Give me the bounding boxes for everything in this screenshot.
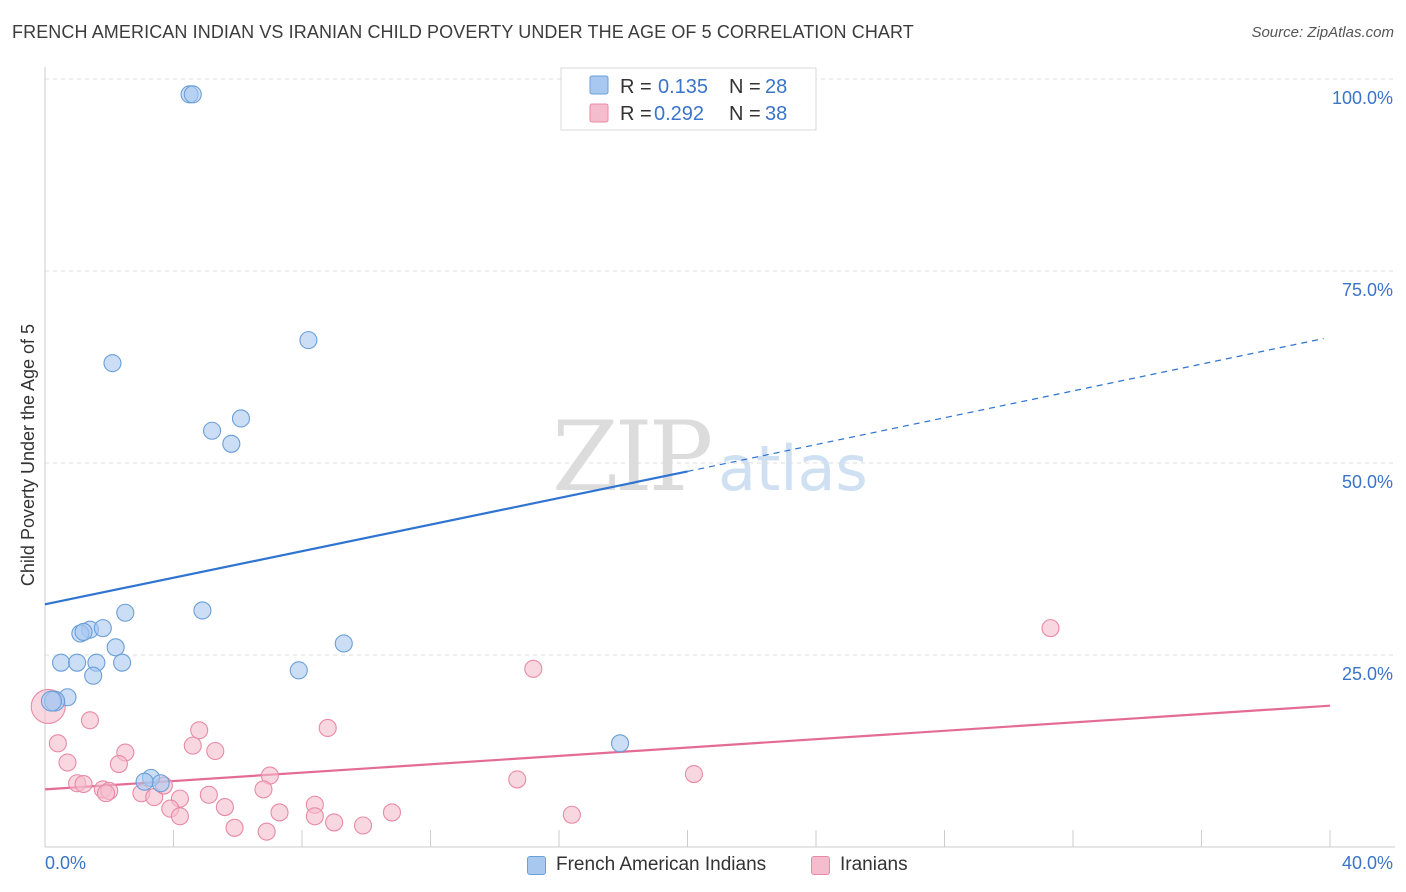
point-iranians — [562, 805, 581, 824]
bottom-legend-item-iranians: Iranians — [811, 852, 908, 878]
point-iranians — [206, 741, 225, 761]
trend-line-french-american-indians — [44, 470, 688, 606]
legend-n-value-blue: 28 — [765, 76, 787, 98]
point-iranians — [270, 803, 289, 822]
point-french-american-indians — [106, 638, 125, 657]
watermark-atlas: atlas — [718, 432, 868, 505]
watermark-zip: ZIP — [552, 401, 711, 513]
point-iranians — [74, 774, 93, 794]
y-tick-label: 75.0% — [1342, 280, 1393, 300]
point-french-american-indians — [299, 331, 318, 350]
legend-r-value-pink: 0.292 — [654, 103, 704, 125]
point-iranians — [254, 780, 273, 799]
point-french-american-indians — [93, 619, 112, 638]
point-french-american-indians — [135, 772, 154, 791]
x-tick-label: 40.0% — [1342, 853, 1393, 873]
y-tick-label: 25.0% — [1342, 664, 1393, 684]
legend-n-label-blue: N = — [729, 76, 761, 98]
bottom-legend-swatch-pink — [811, 855, 830, 875]
bottom-legend-label-blue: French American Indians — [556, 854, 767, 875]
point-iranians — [508, 770, 527, 789]
y-tick-label: 100.0% — [1332, 88, 1393, 108]
point-french-american-indians — [116, 603, 135, 622]
point-iranians — [225, 818, 244, 837]
bottom-legend-swatch-blue — [527, 855, 546, 875]
point-iranians — [524, 659, 543, 678]
legend-r-label-blue: R = — [620, 76, 652, 98]
legend-r-label-pink: R = — [620, 103, 652, 125]
chart-title: FRENCH AMERICAN INDIAN VS IRANIAN CHILD … — [12, 22, 914, 42]
point-iranians — [318, 718, 337, 738]
point-french-american-indians — [334, 634, 353, 653]
point-iranians — [96, 784, 116, 803]
point-iranians — [325, 813, 344, 832]
legend-swatch-blue — [589, 75, 609, 95]
point-french-american-indians — [222, 434, 241, 453]
point-iranians — [215, 798, 234, 817]
point-iranians — [1041, 619, 1060, 638]
point-iranians — [170, 807, 189, 826]
x-tick-label: 0.0% — [45, 853, 86, 873]
point-iranians — [199, 785, 218, 804]
stats-legend: R = 0.135 N = 28 R = 0.292 N = 38 — [560, 67, 817, 131]
point-iranians — [305, 807, 324, 826]
data-points — [30, 85, 1060, 841]
watermark: ZIP atlas — [552, 401, 868, 513]
point-french-american-indians — [203, 421, 222, 440]
trend-line-extension-french-american-indians — [687, 337, 1324, 473]
legend-n-label-pink: N = — [729, 103, 761, 125]
y-tick-label: 50.0% — [1342, 472, 1393, 492]
point-iranians — [183, 736, 202, 755]
point-french-american-indians — [183, 85, 202, 104]
point-french-american-indians — [68, 653, 87, 672]
point-french-american-indians — [113, 653, 132, 672]
y-axis-label: Child Poverty Under the Age of 5 — [18, 324, 38, 586]
point-french-american-indians — [84, 666, 103, 685]
point-iranians — [80, 711, 100, 730]
point-iranians — [109, 755, 128, 774]
point-iranians — [58, 753, 77, 772]
point-french-american-indians — [231, 409, 251, 428]
point-iranians — [257, 822, 276, 841]
point-french-american-indians — [74, 622, 93, 642]
point-iranians — [190, 721, 209, 740]
source-label: Source: ZipAtlas.com — [1251, 24, 1394, 41]
point-french-american-indians — [40, 690, 62, 712]
legend-swatch-pink — [589, 103, 609, 123]
point-french-american-indians — [289, 661, 308, 680]
point-iranians — [382, 803, 402, 822]
gridlines — [45, 78, 1395, 656]
point-french-american-indians — [610, 734, 630, 753]
bottom-legend-item-french-american-indians: French American Indians — [527, 852, 766, 878]
point-iranians — [48, 734, 67, 753]
point-iranians — [353, 816, 373, 835]
legend-n-value-pink: 38 — [765, 103, 787, 125]
point-french-american-indians — [151, 774, 170, 793]
trend-lines — [44, 337, 1331, 791]
point-french-american-indians — [52, 653, 71, 672]
point-french-american-indians — [193, 601, 212, 620]
point-iranians — [684, 764, 703, 784]
point-french-american-indians — [103, 354, 122, 373]
trend-line-iranians — [44, 704, 1331, 791]
bottom-legend-label-pink: Iranians — [840, 854, 908, 875]
tick-labels: 25.0% 50.0% 75.0% 100.0% 0.0% 40.0% — [45, 88, 1393, 873]
legend-r-value-blue: 0.135 — [658, 76, 708, 98]
